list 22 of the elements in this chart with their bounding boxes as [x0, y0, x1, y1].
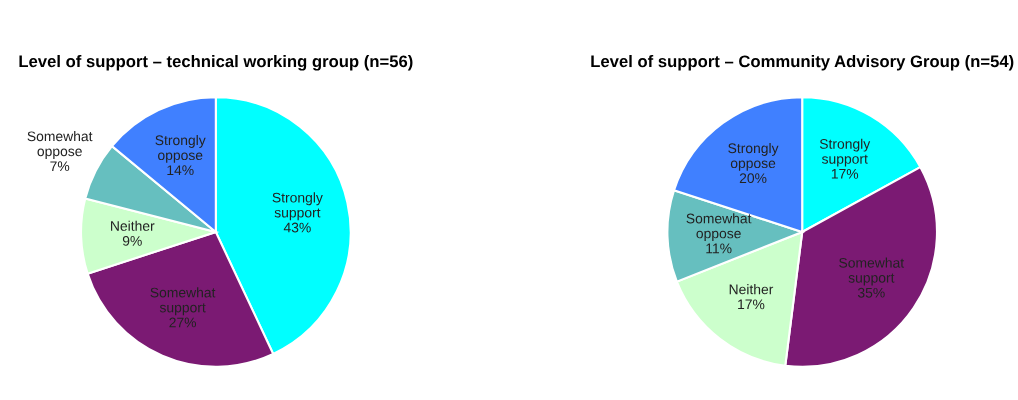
data-label: 17% [738, 299, 765, 310]
slice-label: Somewhat oppose [27, 131, 93, 159]
slice-label: Strongly support [819, 138, 871, 167]
slice-label: Somewhat oppose [686, 213, 752, 242]
slice-label: Somewhat support [150, 287, 216, 316]
data-label: 9% [122, 236, 142, 246]
slice-label: Neither [729, 284, 774, 295]
data-label: 7% [50, 161, 70, 172]
chart-title: Level of support – Community Advisory Group (n=54) [591, 54, 1014, 71]
data-label: 27% [169, 317, 197, 328]
data-label: 11% [706, 243, 732, 254]
slice-label: Strongly support [272, 192, 323, 221]
slice-label: Somewhat support [839, 257, 905, 286]
slice-label: Neither [111, 220, 155, 231]
data-label: 20% [739, 173, 767, 184]
data-label: 14% [167, 165, 194, 176]
data-label: 17% [831, 168, 859, 179]
chart-title: Level of support – technical working group (n=56) [19, 54, 413, 71]
data-label: 43% [283, 222, 311, 233]
slice-label: Strongly oppose [155, 134, 206, 163]
data-label: 35% [857, 287, 885, 298]
slice-label: Strongly oppose [728, 142, 779, 171]
